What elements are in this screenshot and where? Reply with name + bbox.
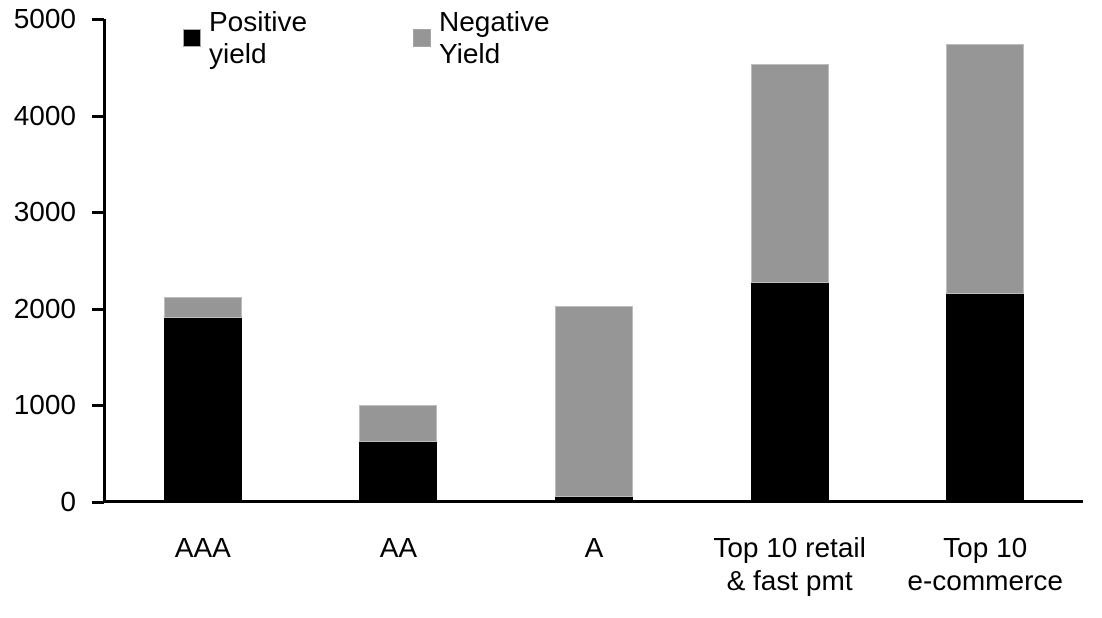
y-axis-tick-label: 1000 (13, 389, 76, 421)
y-axis-tick (92, 404, 104, 408)
y-axis-tick-label: 3000 (13, 196, 76, 228)
bar-aaa (163, 297, 242, 502)
category-label: Top 10 retail & fast pmt (713, 532, 866, 596)
category-label: AA (379, 532, 418, 563)
bar-segment-positive (555, 497, 633, 502)
bar-segment-positive (946, 294, 1025, 502)
bar-segment-negative (750, 64, 829, 283)
y-axis-tick-label: 4000 (13, 99, 76, 131)
legend-label-positive: Positive yield (209, 6, 308, 69)
legend-item-positive-yield: Positive yield (183, 6, 307, 69)
bar-segment-negative (555, 306, 633, 497)
y-axis-tick-label: 2000 (13, 292, 76, 324)
bar-aa (359, 405, 438, 502)
bar-segment-positive (750, 283, 829, 502)
bar-top-10 (946, 44, 1025, 502)
legend-item-negative-yield: Negative Yield (413, 6, 550, 69)
y-axis-tick-label: 5000 (13, 3, 76, 34)
y-axis-tick (92, 114, 104, 118)
bar-a (555, 306, 633, 502)
bar-segment-positive (359, 442, 438, 502)
legend-label-negative: Negative Yield (439, 6, 550, 69)
legend-swatch-negative (413, 29, 431, 47)
category-label: AAA (174, 532, 231, 563)
y-axis-tick-label: 0 (60, 486, 76, 517)
category-label: Top 10 e-commerce (907, 532, 1063, 596)
y-axis-tick (92, 211, 104, 215)
bar-segment-positive (163, 318, 242, 502)
bar-segment-negative (163, 297, 242, 318)
category-label: A (584, 532, 604, 563)
y-axis-tick (92, 18, 104, 21)
y-axis-tick (92, 501, 104, 504)
bar-top-10-retail (750, 64, 829, 502)
y-axis-line (103, 19, 106, 503)
bar-segment-negative (359, 405, 438, 442)
legend-swatch-positive (183, 29, 201, 47)
bar-segment-negative (946, 44, 1025, 294)
y-axis-tick (92, 307, 104, 311)
